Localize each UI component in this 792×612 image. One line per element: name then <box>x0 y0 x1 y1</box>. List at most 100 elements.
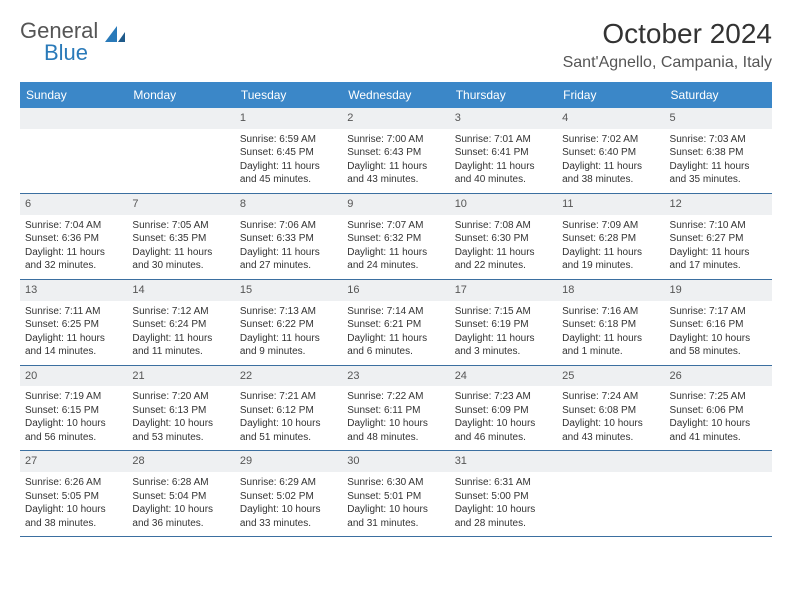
daylight-text: and 17 minutes. <box>670 259 767 273</box>
day-number: 8 <box>235 194 342 215</box>
logo-text-block: General Blue <box>20 18 125 66</box>
weekday-header: Thursday <box>450 82 557 108</box>
day-number: 9 <box>342 194 449 215</box>
calendar-cell: 6Sunrise: 7:04 AMSunset: 6:36 PMDaylight… <box>20 194 127 279</box>
calendar-row: 13Sunrise: 7:11 AMSunset: 6:25 PMDayligh… <box>20 280 772 366</box>
sunrise-text: Sunrise: 7:23 AM <box>455 390 552 404</box>
daylight-text: and 41 minutes. <box>670 431 767 445</box>
daylight-text: and 6 minutes. <box>347 345 444 359</box>
daylight-text: and 38 minutes. <box>25 517 122 531</box>
calendar-cell: 17Sunrise: 7:15 AMSunset: 6:19 PMDayligh… <box>450 280 557 365</box>
sunset-text: Sunset: 6:38 PM <box>670 146 767 160</box>
sunset-text: Sunset: 6:27 PM <box>670 232 767 246</box>
month-title: October 2024 <box>563 18 772 50</box>
daylight-text: Daylight: 10 hours <box>455 417 552 431</box>
daylight-text: and 51 minutes. <box>240 431 337 445</box>
calendar-cell: 9Sunrise: 7:07 AMSunset: 6:32 PMDaylight… <box>342 194 449 279</box>
calendar-cell: 7Sunrise: 7:05 AMSunset: 6:35 PMDaylight… <box>127 194 234 279</box>
calendar-row: 1Sunrise: 6:59 AMSunset: 6:45 PMDaylight… <box>20 108 772 194</box>
day-number-empty <box>665 451 772 472</box>
weekday-header: Tuesday <box>235 82 342 108</box>
calendar-body: 1Sunrise: 6:59 AMSunset: 6:45 PMDaylight… <box>20 108 772 537</box>
daylight-text: Daylight: 11 hours <box>132 246 229 260</box>
calendar-cell: 30Sunrise: 6:30 AMSunset: 5:01 PMDayligh… <box>342 451 449 536</box>
daylight-text: and 43 minutes. <box>347 173 444 187</box>
daylight-text: and 56 minutes. <box>25 431 122 445</box>
sunset-text: Sunset: 6:08 PM <box>562 404 659 418</box>
daylight-text: and 9 minutes. <box>240 345 337 359</box>
calendar-header: SundayMondayTuesdayWednesdayThursdayFrid… <box>20 82 772 108</box>
sunrise-text: Sunrise: 7:02 AM <box>562 133 659 147</box>
daylight-text: and 32 minutes. <box>25 259 122 273</box>
daylight-text: Daylight: 11 hours <box>455 160 552 174</box>
day-number: 2 <box>342 108 449 129</box>
sunrise-text: Sunrise: 7:05 AM <box>132 219 229 233</box>
day-number: 27 <box>20 451 127 472</box>
sunset-text: Sunset: 5:02 PM <box>240 490 337 504</box>
calendar-cell: 31Sunrise: 6:31 AMSunset: 5:00 PMDayligh… <box>450 451 557 536</box>
daylight-text: Daylight: 10 hours <box>347 503 444 517</box>
calendar-cell-empty <box>665 451 772 536</box>
daylight-text: Daylight: 10 hours <box>347 417 444 431</box>
sunrise-text: Sunrise: 7:19 AM <box>25 390 122 404</box>
title-block: October 2024 Sant'Agnello, Campania, Ita… <box>563 18 772 72</box>
daylight-text: Daylight: 11 hours <box>240 246 337 260</box>
sunset-text: Sunset: 6:11 PM <box>347 404 444 418</box>
day-number: 25 <box>557 366 664 387</box>
day-number: 14 <box>127 280 234 301</box>
logo: General Blue <box>20 18 125 66</box>
daylight-text: and 33 minutes. <box>240 517 337 531</box>
sunset-text: Sunset: 6:12 PM <box>240 404 337 418</box>
weekday-header: Wednesday <box>342 82 449 108</box>
sunset-text: Sunset: 6:35 PM <box>132 232 229 246</box>
sunset-text: Sunset: 5:05 PM <box>25 490 122 504</box>
daylight-text: and 24 minutes. <box>347 259 444 273</box>
calendar-cell: 14Sunrise: 7:12 AMSunset: 6:24 PMDayligh… <box>127 280 234 365</box>
calendar-cell: 13 Sunrise: 7:11 AMSunset: 6:25 PMDayligh… <box>20 280 127 365</box>
sunrise-text: Sunrise: 7:11 AM <box>25 305 122 319</box>
daylight-text: Daylight: 11 hours <box>25 332 122 346</box>
weekday-header: Saturday <box>665 82 772 108</box>
sunset-text: Sunset: 6:24 PM <box>132 318 229 332</box>
daylight-text: Daylight: 11 hours <box>240 332 337 346</box>
sunrise-text: Sunrise: 7:17 AM <box>670 305 767 319</box>
calendar-cell: 26Sunrise: 7:25 AMSunset: 6:06 PMDayligh… <box>665 366 772 451</box>
daylight-text: and 22 minutes. <box>455 259 552 273</box>
day-number: 11 <box>557 194 664 215</box>
sunrise-text: Sunrise: 7:09 AM <box>562 219 659 233</box>
calendar-cell: 16Sunrise: 7:14 AMSunset: 6:21 PMDayligh… <box>342 280 449 365</box>
day-number: 26 <box>665 366 772 387</box>
daylight-text: Daylight: 10 hours <box>132 503 229 517</box>
daylight-text: and 3 minutes. <box>455 345 552 359</box>
daylight-text: and 35 minutes. <box>670 173 767 187</box>
calendar-cell: 8Sunrise: 7:06 AMSunset: 6:33 PMDaylight… <box>235 194 342 279</box>
calendar: SundayMondayTuesdayWednesdayThursdayFrid… <box>20 82 772 537</box>
calendar-cell: 25Sunrise: 7:24 AMSunset: 6:08 PMDayligh… <box>557 366 664 451</box>
daylight-text: Daylight: 11 hours <box>347 246 444 260</box>
sunrise-text: Sunrise: 7:01 AM <box>455 133 552 147</box>
sunset-text: Sunset: 6:25 PM <box>25 318 122 332</box>
sunset-text: Sunset: 6:36 PM <box>25 232 122 246</box>
sunrise-text: Sunrise: 7:16 AM <box>562 305 659 319</box>
day-number: 18 <box>557 280 664 301</box>
day-number: 10 <box>450 194 557 215</box>
day-number: 28 <box>127 451 234 472</box>
daylight-text: Daylight: 10 hours <box>670 332 767 346</box>
daylight-text: Daylight: 10 hours <box>25 417 122 431</box>
day-number: 13 <box>20 280 127 301</box>
sunrise-text: Sunrise: 7:24 AM <box>562 390 659 404</box>
daylight-text: and 43 minutes. <box>562 431 659 445</box>
daylight-text: and 53 minutes. <box>132 431 229 445</box>
calendar-row: 27Sunrise: 6:26 AMSunset: 5:05 PMDayligh… <box>20 451 772 537</box>
header: General Blue October 2024 Sant'Agnello, … <box>20 18 772 72</box>
daylight-text: and 27 minutes. <box>240 259 337 273</box>
daylight-text: and 38 minutes. <box>562 173 659 187</box>
daylight-text: and 14 minutes. <box>25 345 122 359</box>
calendar-cell-empty <box>127 108 234 193</box>
sunset-text: Sunset: 6:40 PM <box>562 146 659 160</box>
location: Sant'Agnello, Campania, Italy <box>563 54 772 72</box>
daylight-text: and 40 minutes. <box>455 173 552 187</box>
daylight-text: and 28 minutes. <box>455 517 552 531</box>
day-number: 30 <box>342 451 449 472</box>
daylight-text: Daylight: 11 hours <box>562 246 659 260</box>
